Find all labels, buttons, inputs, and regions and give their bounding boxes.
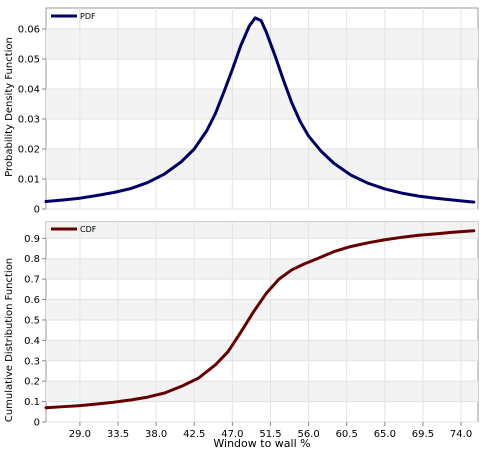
x-axis-title: Window to wall % — [213, 437, 310, 450]
grid-band — [46, 29, 478, 59]
grid-band — [46, 89, 478, 119]
y-tick-label: 0.05 — [18, 55, 40, 66]
y-tick-label: 0.1 — [24, 397, 40, 408]
y-tick-label: 0.6 — [24, 295, 40, 306]
cdf-x-ticks: 29.0 33.5 38.0 42.5 47.0 51.5 56.0 60.5 65.0 69.5… — [69, 422, 472, 440]
cdf-grid — [46, 222, 478, 423]
x-tick-label: 33.5 — [107, 429, 129, 440]
y-tick-label: 0.8 — [24, 254, 40, 265]
y-tick-label: 0.9 — [24, 234, 40, 245]
x-tick-label: 42.5 — [183, 429, 205, 440]
y-tick-label: 0 — [34, 418, 40, 429]
x-tick-label: 47.0 — [221, 429, 243, 440]
grid-band — [46, 299, 478, 320]
cdf-legend-label: CDF — [80, 225, 97, 234]
cdf-series-line — [44, 229, 476, 410]
grid-band — [46, 381, 478, 402]
x-tick-label: 56.0 — [297, 429, 319, 440]
pdf-y-axis-title: Probability Density Function — [4, 37, 15, 177]
x-tick-label: 74.0 — [450, 429, 472, 440]
pdf-series-line — [44, 16, 476, 204]
pdf-y-ticks: 0 0.01 0.02 0.03 0.04 0.05 0.06 — [18, 25, 46, 216]
y-tick-label: 0.2 — [24, 377, 40, 388]
y-tick-label: 0.7 — [24, 275, 40, 286]
y-tick-label: 0.06 — [18, 25, 40, 36]
x-tick-label: 51.5 — [259, 429, 281, 440]
y-tick-label: 0 — [34, 205, 40, 216]
grid-band — [46, 149, 478, 179]
y-tick-label: 0.4 — [24, 336, 40, 347]
y-tick-label: 0.04 — [18, 85, 40, 96]
y-tick-label: 0.02 — [18, 145, 40, 156]
y-tick-label: 0.03 — [18, 115, 40, 126]
x-tick-label: 69.5 — [412, 429, 434, 440]
y-tick-label: 0.01 — [18, 175, 40, 186]
x-tick-label: 38.0 — [145, 429, 167, 440]
pdf-legend-label: PDF — [80, 12, 96, 21]
y-tick-label: 0.3 — [24, 356, 40, 367]
grid-band — [46, 258, 478, 280]
pdf-grid — [46, 8, 478, 210]
pdf-chart: 0 0.01 0.02 0.03 0.04 0.05 0.06 PDF Probabilit… — [4, 7, 479, 216]
cdf-y-axis-title: Cumulative Distribution Function — [4, 258, 15, 422]
y-tick-label: 0.5 — [24, 315, 40, 326]
x-tick-label: 29.0 — [69, 429, 91, 440]
grid-band — [46, 340, 478, 361]
x-tick-label: 65.0 — [374, 429, 396, 440]
grid-band — [46, 222, 478, 239]
cdf-y-ticks: 0 0.1 0.2 0.3 0.4 0.5 0.6 0.7 0.8 0.9 — [24, 234, 46, 429]
x-tick-label: 60.5 — [336, 429, 358, 440]
cdf-chart: 0 0.1 0.2 0.3 0.4 0.5 0.6 0.7 0.8 0.9 29.0 33.5 38.… — [4, 221, 479, 450]
cdf-legend: CDF — [51, 225, 97, 234]
pdf-legend: PDF — [51, 12, 96, 21]
